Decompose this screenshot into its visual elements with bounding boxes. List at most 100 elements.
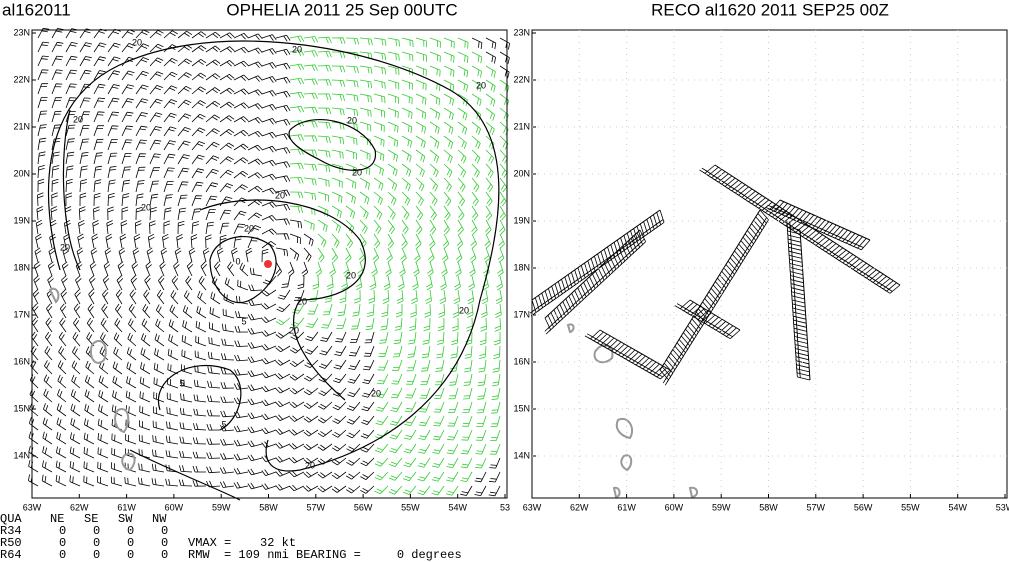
wind-barb (318, 401, 333, 410)
wind-barb (261, 131, 277, 139)
wind-barb (303, 177, 317, 186)
wind-barb (389, 429, 403, 440)
wind-barb (317, 415, 333, 424)
wind-barb (303, 92, 318, 100)
wind-barb (415, 121, 426, 134)
wind-barb (429, 121, 440, 134)
wind-barb (44, 346, 53, 361)
wind-barb (417, 471, 431, 482)
wind-barb (431, 471, 445, 482)
wind-barb (383, 275, 391, 291)
contour-label: 20 (73, 114, 83, 124)
wind-barb (176, 234, 183, 249)
wind-barb (275, 90, 291, 98)
wind-barb (373, 51, 387, 61)
contour-label: 5 (179, 378, 184, 388)
wind-barb (497, 247, 505, 263)
wind-barb (149, 153, 161, 165)
wind-barb (275, 428, 291, 435)
wind-barb (303, 135, 318, 143)
wind-barb (205, 234, 212, 249)
wind-barb (275, 317, 291, 326)
wind-barb (289, 457, 305, 464)
wind-barb (149, 29, 164, 39)
wind-barb (97, 461, 109, 473)
wind-barb (57, 374, 67, 389)
wind-barb (415, 107, 427, 120)
wind-barb (149, 85, 163, 95)
wind-barb (93, 97, 106, 109)
wind-barb (163, 57, 178, 67)
wind-barb (442, 233, 450, 249)
table-cell: 0 (161, 536, 168, 550)
wind-barb (205, 141, 220, 151)
wind-barb (418, 429, 431, 440)
wind-barb (177, 140, 191, 151)
wind-barb (247, 398, 263, 406)
wind-barb (385, 261, 392, 277)
wind-barb (51, 41, 64, 53)
wind-barb (179, 465, 193, 473)
wind-barb (417, 485, 431, 496)
wind-barb (275, 133, 291, 140)
wind-barb (107, 97, 120, 109)
wind-barb (497, 261, 504, 277)
wind-barb (360, 485, 375, 494)
wind-barb (424, 303, 431, 318)
wind-barb (167, 348, 179, 361)
wind-barb (317, 471, 333, 479)
wind-barb (289, 120, 305, 127)
wind-barb (195, 320, 207, 333)
wind-barb (100, 332, 109, 347)
lat-label: 17N (13, 309, 30, 319)
wind-barb (303, 401, 319, 409)
wind-barb (111, 462, 123, 473)
wind-barb (457, 37, 469, 49)
wind-barb (247, 103, 263, 110)
wind-barb (318, 387, 333, 396)
wind-barb (461, 415, 473, 427)
wind-barb (206, 452, 221, 459)
wind-barb (261, 173, 277, 181)
wind-barb (193, 394, 207, 403)
wind-barb (490, 401, 501, 414)
wind-barb (303, 106, 318, 114)
lat-label: 16N (13, 356, 30, 366)
wind-barb (37, 83, 49, 95)
wind-barb (307, 303, 319, 315)
wind-barb (220, 438, 235, 446)
wind-barb (182, 305, 193, 319)
wind-barb (446, 457, 459, 468)
wind-barb (289, 470, 305, 478)
wind-barb (107, 111, 119, 123)
wind-barb (219, 222, 230, 235)
wind-barb (401, 163, 412, 177)
wind-barb (149, 43, 164, 53)
wind-barb (149, 112, 163, 123)
wind-barb (65, 124, 76, 137)
wind-barb (220, 396, 235, 403)
wind-barb (303, 78, 318, 86)
wind-barb (192, 480, 207, 487)
wind-barb (346, 401, 361, 411)
wind-barb (387, 233, 394, 249)
wind-barb (126, 347, 137, 361)
wind-barb (261, 62, 277, 69)
wind-barb (331, 107, 345, 116)
wind-barb (415, 163, 425, 178)
wind-barb (437, 317, 445, 332)
wind-barb (177, 154, 190, 165)
wind-barb (426, 275, 433, 291)
wind-barb (417, 457, 431, 468)
wind-barb (396, 289, 404, 304)
wind-barb (41, 474, 53, 487)
wind-barb (121, 206, 129, 220)
wind-barb (261, 145, 277, 153)
left-title: OPHELIA 2011 25 Sep 00UTC (226, 0, 457, 19)
wind-barb (56, 417, 67, 431)
wind-barb (234, 325, 249, 333)
wind-barb (485, 37, 497, 50)
contour-line (47, 40, 500, 472)
wind-barb (195, 335, 207, 347)
